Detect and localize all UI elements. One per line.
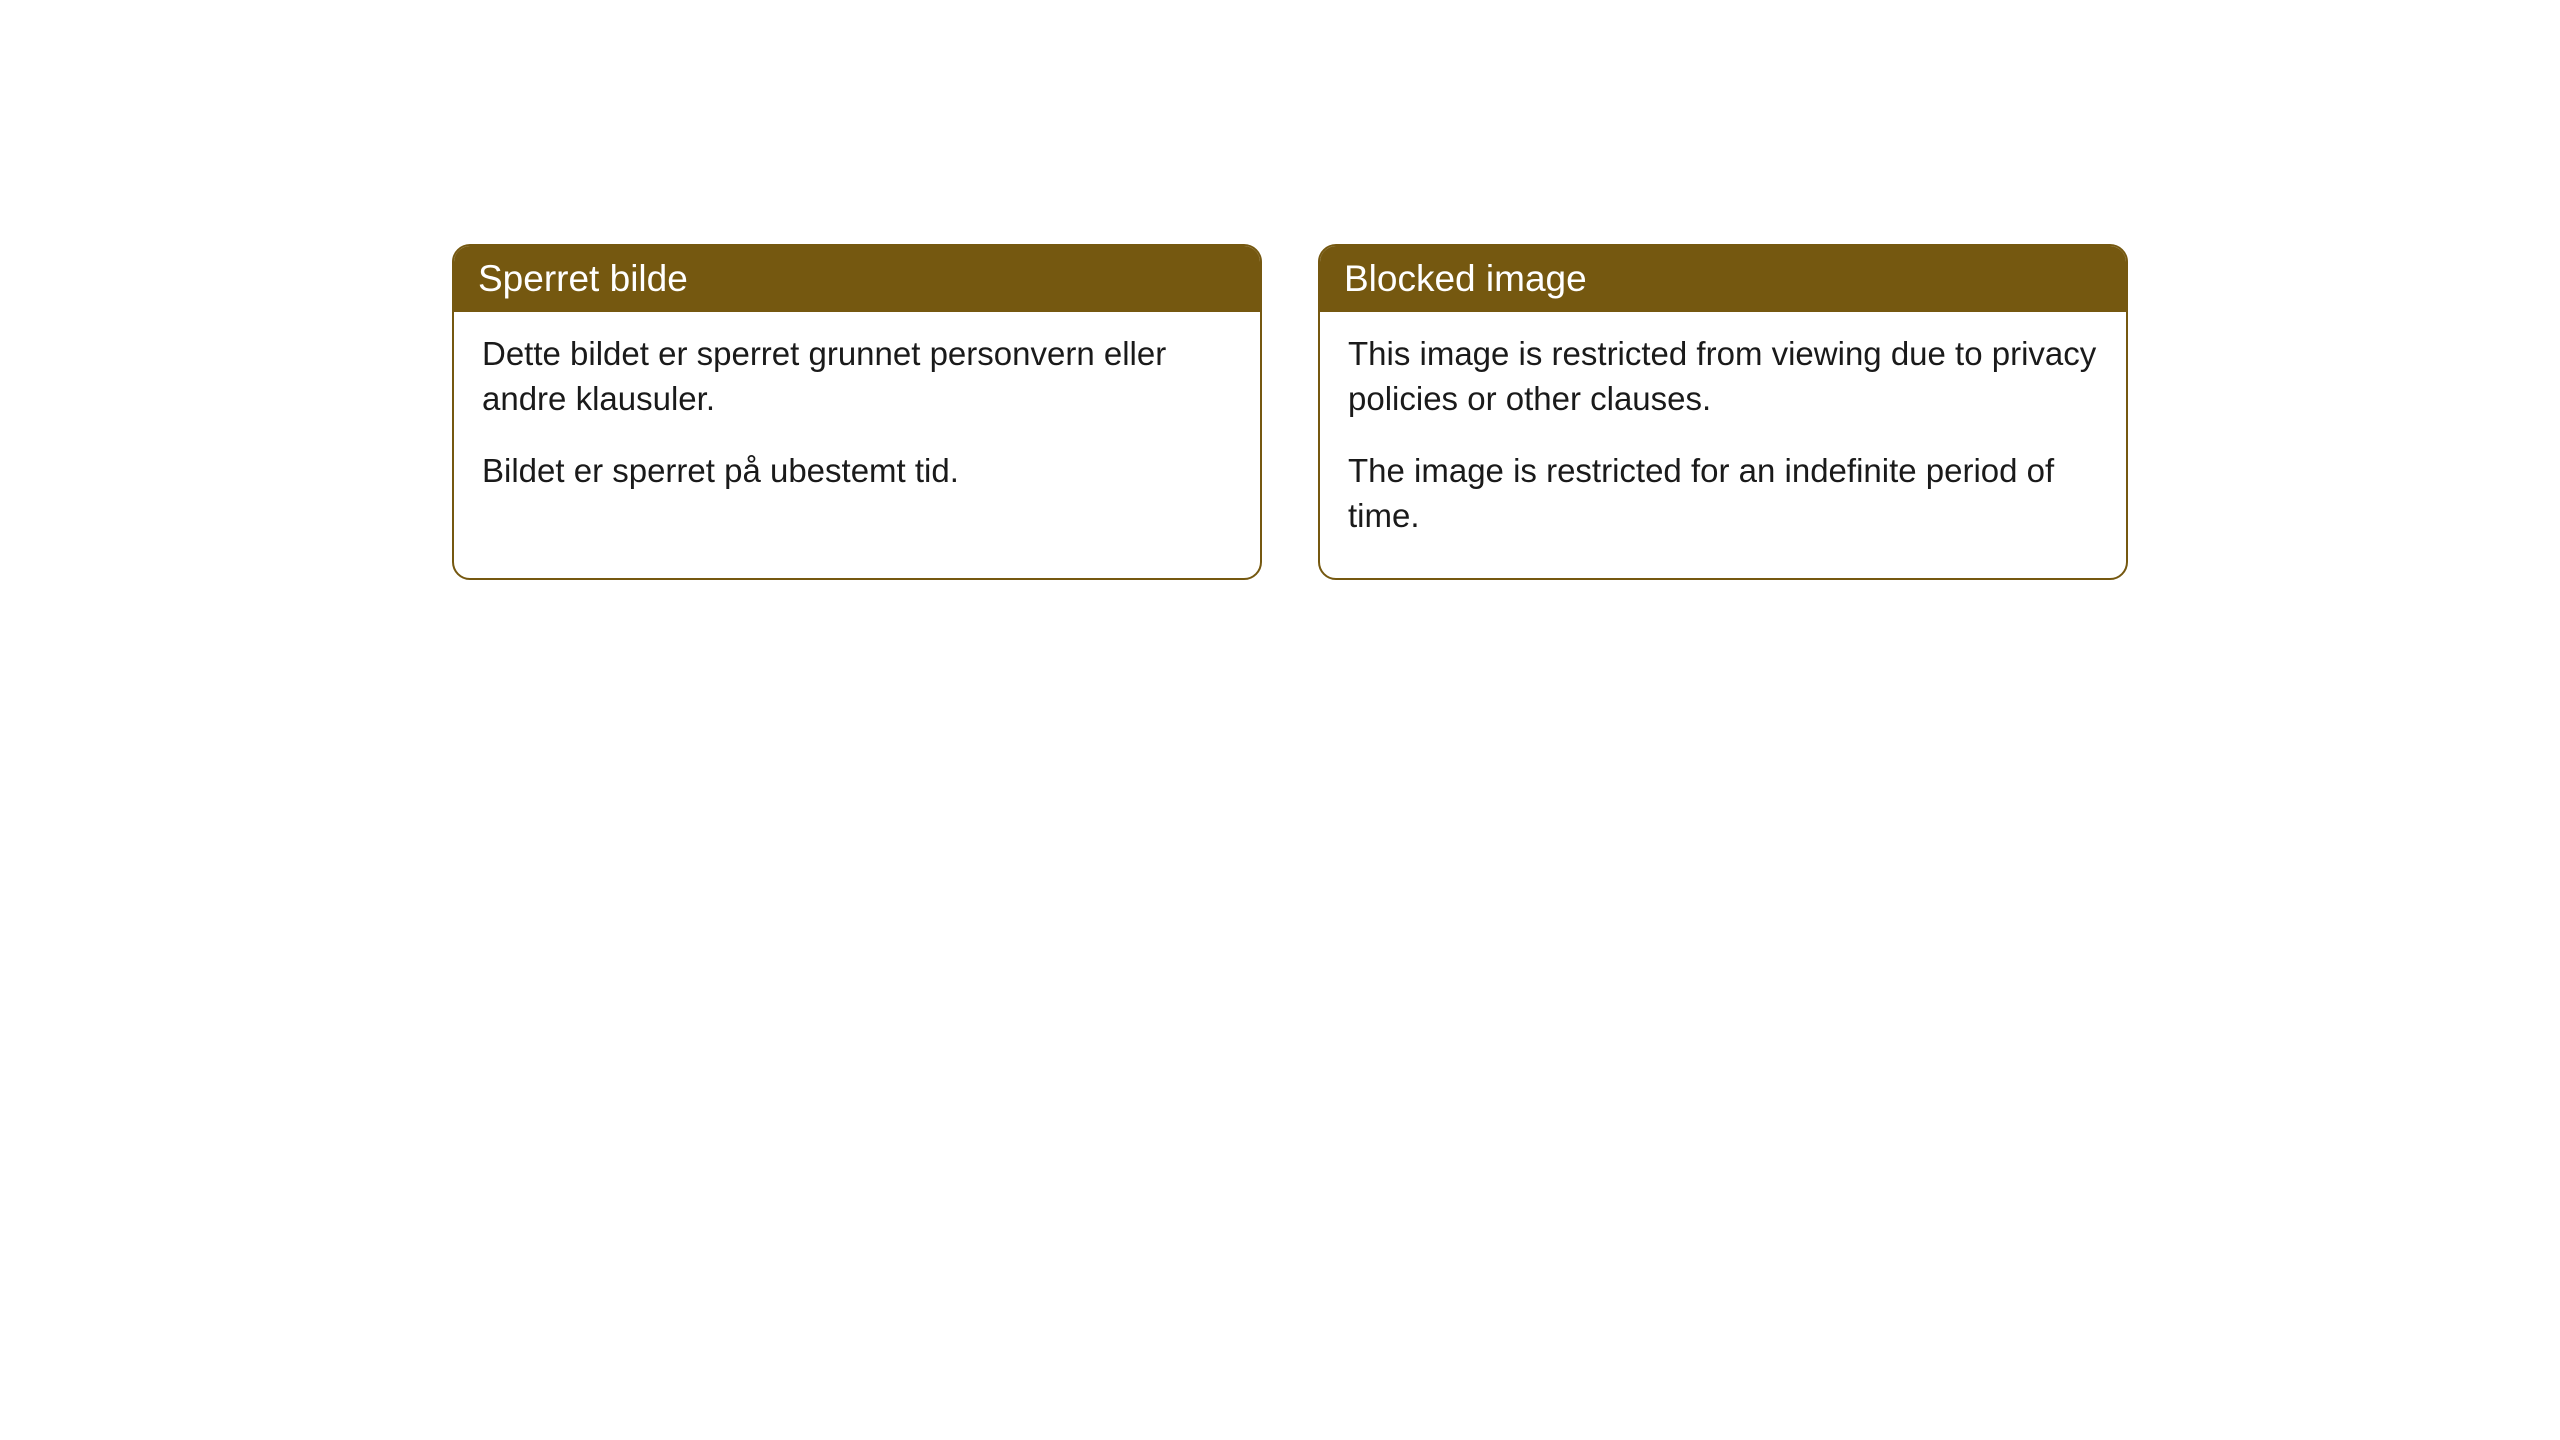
card-text-paragraph: Bildet er sperret på ubestemt tid. [482,449,1232,494]
card-header: Sperret bilde [454,246,1260,312]
blocked-image-card-norwegian: Sperret bilde Dette bildet er sperret gr… [452,244,1262,580]
card-body: This image is restricted from viewing du… [1320,312,2126,578]
card-text-paragraph: Dette bildet er sperret grunnet personve… [482,332,1232,421]
cards-container: Sperret bilde Dette bildet er sperret gr… [0,0,2560,580]
card-body: Dette bildet er sperret grunnet personve… [454,312,1260,534]
blocked-image-card-english: Blocked image This image is restricted f… [1318,244,2128,580]
card-header: Blocked image [1320,246,2126,312]
card-text-paragraph: This image is restricted from viewing du… [1348,332,2098,421]
card-text-paragraph: The image is restricted for an indefinit… [1348,449,2098,538]
